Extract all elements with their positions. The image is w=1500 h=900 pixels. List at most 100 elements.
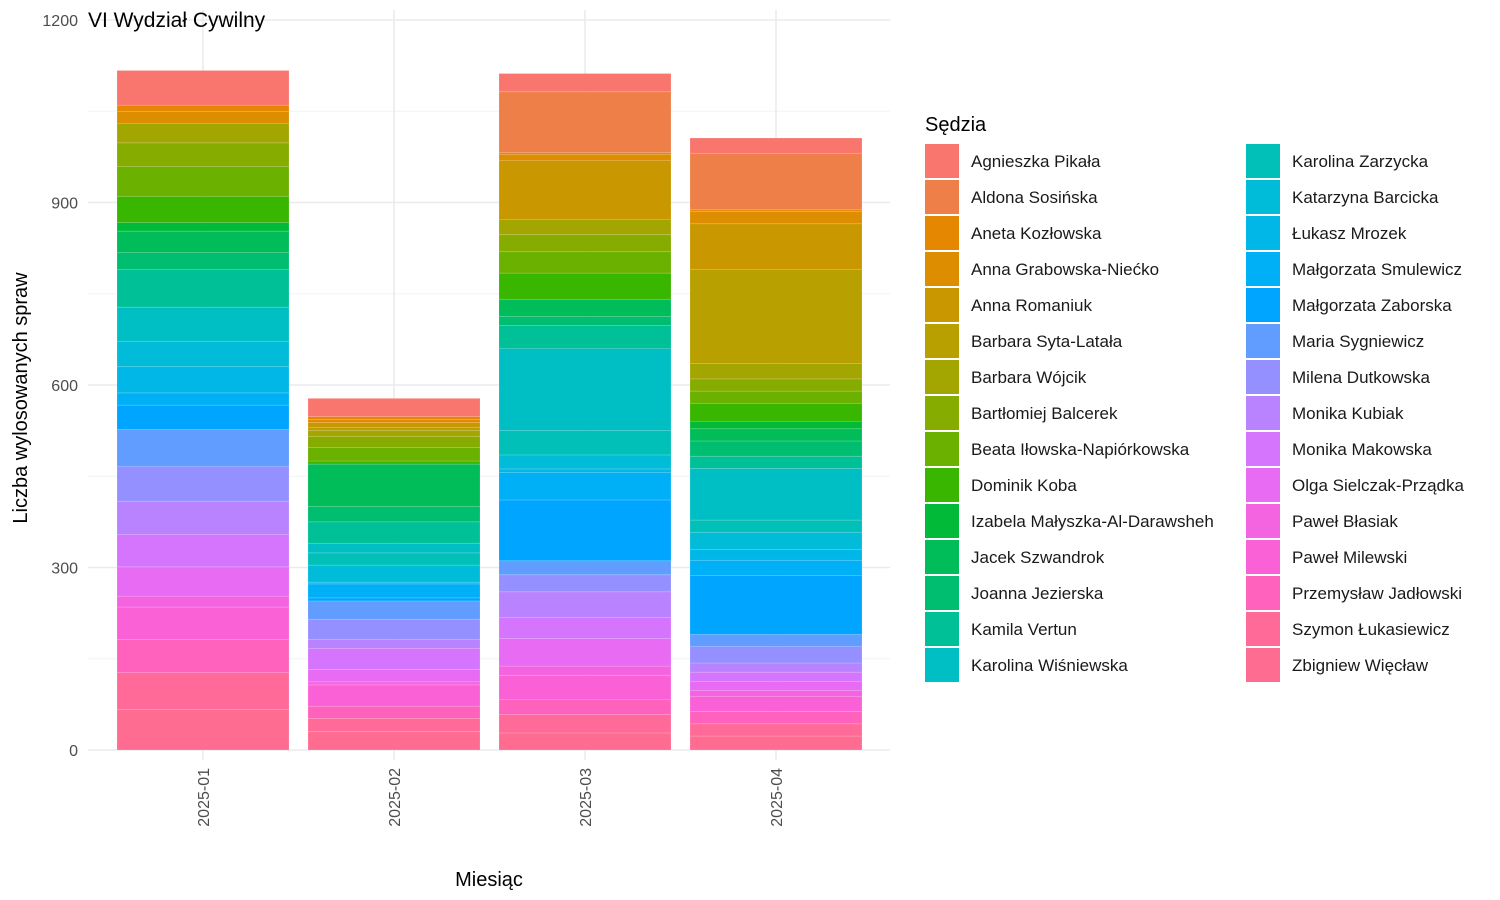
bar-segment [689, 468, 863, 521]
bar-segment [116, 230, 290, 253]
bar-segment [689, 402, 863, 422]
legend-swatch [1246, 324, 1280, 358]
legend-label: Przemysław Jadłowski [1292, 584, 1462, 603]
bar-segment [307, 436, 481, 448]
legend-swatch [925, 396, 959, 430]
bar-segment [116, 392, 290, 406]
bar-segment [689, 646, 863, 664]
y-axis-title: Liczba wylosowanych spraw [10, 272, 32, 524]
x-tick-labels: 2025-01 2025-02 2025-03 2025-04 [196, 768, 786, 827]
bar-segment [689, 662, 863, 673]
bar-segment [498, 272, 672, 300]
bar-segment [307, 542, 481, 554]
bar-segment [689, 548, 863, 561]
bar-segment [116, 638, 290, 674]
bar-segment [116, 110, 290, 124]
legend-swatch [1246, 288, 1280, 322]
bar-segment [689, 723, 863, 737]
legend-label: Beata Iłowska-Napiórkowska [971, 440, 1190, 459]
x-tick-label: 2025-01 [196, 768, 213, 827]
bar-segment [307, 521, 481, 544]
legend-label: Małgorzata Smulewicz [1292, 260, 1462, 279]
bar-segment [498, 315, 672, 326]
legend-label: Katarzyna Barcicka [1292, 188, 1439, 207]
bar-segment [498, 560, 672, 576]
bar-segment [307, 430, 481, 438]
y-tick-label: 600 [51, 378, 78, 395]
legend-label: Jacek Szwandrok [971, 548, 1105, 567]
bar-segment [116, 142, 290, 167]
bar-segment [498, 665, 672, 676]
bar-segment [307, 684, 481, 707]
bar-segment [498, 499, 672, 562]
legend-label: Maria Sygniewicz [1292, 332, 1424, 351]
bar-segment [498, 468, 672, 473]
legend-title: Sędzia [925, 114, 987, 136]
legend-label: Agnieszka Pikała [971, 152, 1101, 171]
bar-segment [307, 463, 481, 507]
bar-segment [689, 390, 863, 404]
legend-swatch [1246, 432, 1280, 466]
y-tick-label: 0 [69, 743, 78, 760]
legend-label: Anna Romaniuk [971, 296, 1092, 315]
legend-swatch [1246, 180, 1280, 214]
legend-swatch [1246, 252, 1280, 286]
bar-segment [116, 534, 290, 568]
legend-label: Łukasz Mrozek [1292, 224, 1407, 243]
bar-segment [307, 638, 481, 649]
bar-segment [689, 690, 863, 697]
x-axis-title: Miesiąc [455, 869, 523, 891]
bar-segment [689, 137, 863, 154]
bar-segment [498, 454, 672, 470]
bar-segment [116, 466, 290, 502]
bar-segment [116, 70, 290, 106]
bar-segment [498, 638, 672, 667]
legend-swatch [1246, 648, 1280, 682]
legend-label: Aldona Sosińska [971, 188, 1098, 207]
legend-swatch [925, 252, 959, 286]
bar-segment [307, 422, 481, 428]
legend-label: Małgorzata Zaborska [1292, 296, 1452, 315]
bar-segment [116, 429, 290, 467]
x-tick-label: 2025-04 [769, 768, 786, 827]
bar-segment [116, 196, 290, 223]
bar-segment [307, 731, 481, 751]
legend-label: Anna Grabowska-Niećko [971, 260, 1159, 279]
bar-segment [689, 152, 863, 211]
bar-segment [498, 348, 672, 431]
bar-segment [307, 552, 481, 566]
bar-segment [498, 617, 672, 639]
legend-swatch [925, 612, 959, 646]
bar-segment [498, 472, 672, 501]
legend-label: Joanna Jezierska [971, 584, 1104, 603]
legend-swatch [925, 576, 959, 610]
legend-swatch [925, 432, 959, 466]
bar-segment [689, 211, 863, 225]
legend-swatch [925, 144, 959, 178]
bar-segment [116, 306, 290, 342]
bar-segment [307, 398, 481, 417]
legend-swatch [1246, 396, 1280, 430]
bar-segment [498, 591, 672, 618]
bar-segment [116, 708, 290, 751]
legend-swatch [1246, 360, 1280, 394]
legend-swatch [1246, 576, 1280, 610]
bar-segment [689, 559, 863, 576]
legend-swatch [925, 288, 959, 322]
bar-segment [689, 711, 863, 725]
bar-segment [689, 455, 863, 469]
bars [116, 70, 863, 751]
y-tick-label: 300 [51, 561, 78, 578]
bar-segment [307, 718, 481, 733]
legend-swatch [1246, 468, 1280, 502]
bar-segment [498, 699, 672, 716]
bar-segment [307, 447, 481, 462]
bar-segment [689, 223, 863, 270]
bar-segment [498, 430, 672, 456]
bar-segment [498, 714, 672, 734]
bar-segment [307, 564, 481, 583]
bar-segment [498, 298, 672, 317]
legend-label: Karolina Zarzycka [1292, 152, 1429, 171]
legend-swatch [925, 324, 959, 358]
